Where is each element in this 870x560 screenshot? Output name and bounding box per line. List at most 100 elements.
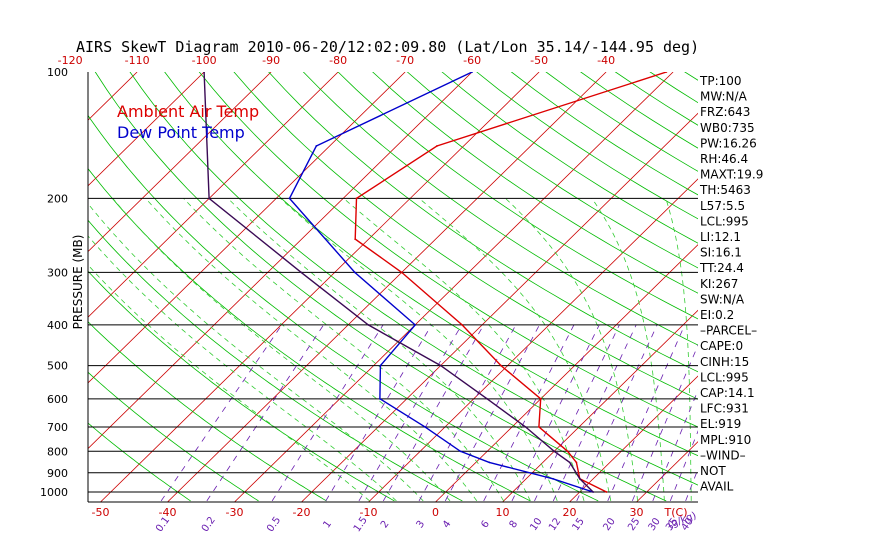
index-item: SI:16.1 [700, 246, 742, 260]
index-item: LCL:995 [700, 370, 749, 384]
mixing-ratio-tick-label: 8 [508, 519, 521, 531]
mixing-ratio-line [325, 324, 433, 502]
index-item: FRZ:643 [700, 105, 750, 119]
series-point [592, 491, 594, 493]
isotherm-line [88, 72, 339, 318]
top-temp-tick-label: -70 [396, 54, 414, 67]
dry-adiabat-line [337, 72, 698, 320]
mixing-ratio-line [206, 324, 324, 502]
pressure-tick-label: 400 [47, 319, 68, 332]
isotherm-line [0, 72, 3, 502]
profile-lines [203, 72, 668, 493]
index-item: –WIND– [700, 448, 746, 462]
dry-adiabat-line [88, 371, 259, 502]
mixing-ratio-line [511, 324, 600, 502]
moist-adiabat-line [591, 198, 665, 501]
bottom-temp-tick-label: -40 [159, 506, 177, 519]
bottom-temp-tick-label: 0 [432, 506, 439, 519]
series-point [553, 450, 556, 453]
bottom-temp-tick-label: -30 [226, 506, 244, 519]
index-item: TH:5463 [699, 183, 751, 197]
isotherm-line [435, 244, 698, 502]
moist-adiabat-line [88, 203, 424, 502]
series-point [300, 271, 303, 274]
isotherm-line [368, 178, 698, 502]
dry-adiabat-line [441, 72, 698, 244]
series-point [552, 477, 554, 480]
mixing-ratio-line [382, 324, 485, 502]
top-temp-tick-label: -90 [262, 54, 280, 67]
bottom-temp-tick-label: -50 [92, 506, 110, 519]
bottom-temp-tick-label: -20 [293, 506, 311, 519]
series-point [524, 426, 527, 428]
isotherm-line [88, 72, 272, 253]
index-item: NOT [700, 464, 726, 478]
index-item: LFC:931 [700, 402, 749, 416]
index-item: TT:24.4 [699, 261, 744, 275]
mixing-ratio-tick-label: 2 [379, 519, 392, 531]
mixing-ratio-line [358, 324, 463, 502]
moist-adiabat-line [145, 198, 478, 502]
legend-dew-point-temp: Dew Point Temp [117, 123, 245, 142]
index-item: PW:16.26 [700, 136, 757, 150]
chart-title: AIRS SkewT Diagram 2010-06-20/12:02:09.8… [76, 38, 699, 56]
isotherm-line [771, 72, 870, 502]
series-point [500, 364, 502, 367]
series-point [436, 145, 438, 147]
index-item: EL:919 [700, 417, 741, 431]
bottom-temp-tick-label: 20 [563, 506, 577, 519]
series-point [288, 197, 291, 200]
isotherm-line [88, 72, 473, 450]
series-point [605, 491, 608, 493]
index-item: AVAIL [700, 480, 734, 494]
series-point [367, 324, 370, 326]
mixing-ratio-tick-label: 1 [321, 519, 334, 531]
series-point [355, 197, 358, 200]
mixing-ratio-line [444, 324, 540, 502]
moist-adiabat-line [112, 198, 451, 502]
isotherm-line [502, 309, 698, 502]
dry-adiabat-line [372, 72, 698, 294]
mixing-ratio-line [607, 324, 686, 502]
series-point [538, 426, 540, 428]
dry-adiabat-line [88, 270, 395, 502]
mixing-ratio-line [552, 324, 637, 502]
series-point [379, 364, 382, 367]
index-item: RH:46.4 [700, 152, 748, 166]
pressure-tick-label: 100 [47, 66, 68, 79]
index-item: SW:N/A [700, 292, 745, 306]
y-axis-label: PRESSURE (MB) [71, 235, 85, 330]
mixing-ratio-tick-label: 12 [547, 516, 563, 533]
isotherm-line [88, 72, 406, 384]
pressure-tick-label: 500 [47, 360, 68, 373]
series-point [400, 271, 403, 274]
mixing-ratio-line [271, 324, 384, 502]
index-item: WB0:735 [700, 121, 755, 135]
mixing-ratio-tick-label: 0.2 [200, 515, 218, 534]
isotherm-line [0, 72, 70, 502]
series-point [665, 72, 668, 73]
index-item: –PARCEL– [700, 324, 757, 338]
isotherm-line [569, 375, 698, 502]
dry-adiabat-line [198, 72, 698, 428]
isotherm-line [167, 72, 607, 502]
mixing-ratio-tick-label: 3 [415, 519, 428, 531]
series-point [539, 397, 542, 400]
moist-adiabat-line [227, 198, 531, 502]
index-item: MPL:910 [700, 433, 751, 447]
dry-adiabat-line [684, 72, 698, 81]
bottom-temp-tick-label: 30 [630, 506, 644, 519]
dry-adiabat-line [545, 72, 698, 172]
series-line-dew-point-temp [288, 72, 594, 493]
series-point [471, 72, 473, 73]
mixing-ratio-tick-label: 30 [647, 516, 663, 533]
mixing-ratio-tick-label: 6 [479, 519, 492, 531]
pressure-tick-label: 300 [47, 266, 68, 279]
series-point [488, 461, 491, 464]
bottom-temp-tick-label: 10 [496, 506, 510, 519]
top-temp-tick-label: -50 [530, 54, 548, 67]
dry-adiabat-line [233, 72, 698, 400]
series-point [353, 271, 356, 274]
index-item: KI:267 [700, 277, 738, 291]
index-item: MAXT:19.9 [700, 168, 763, 182]
